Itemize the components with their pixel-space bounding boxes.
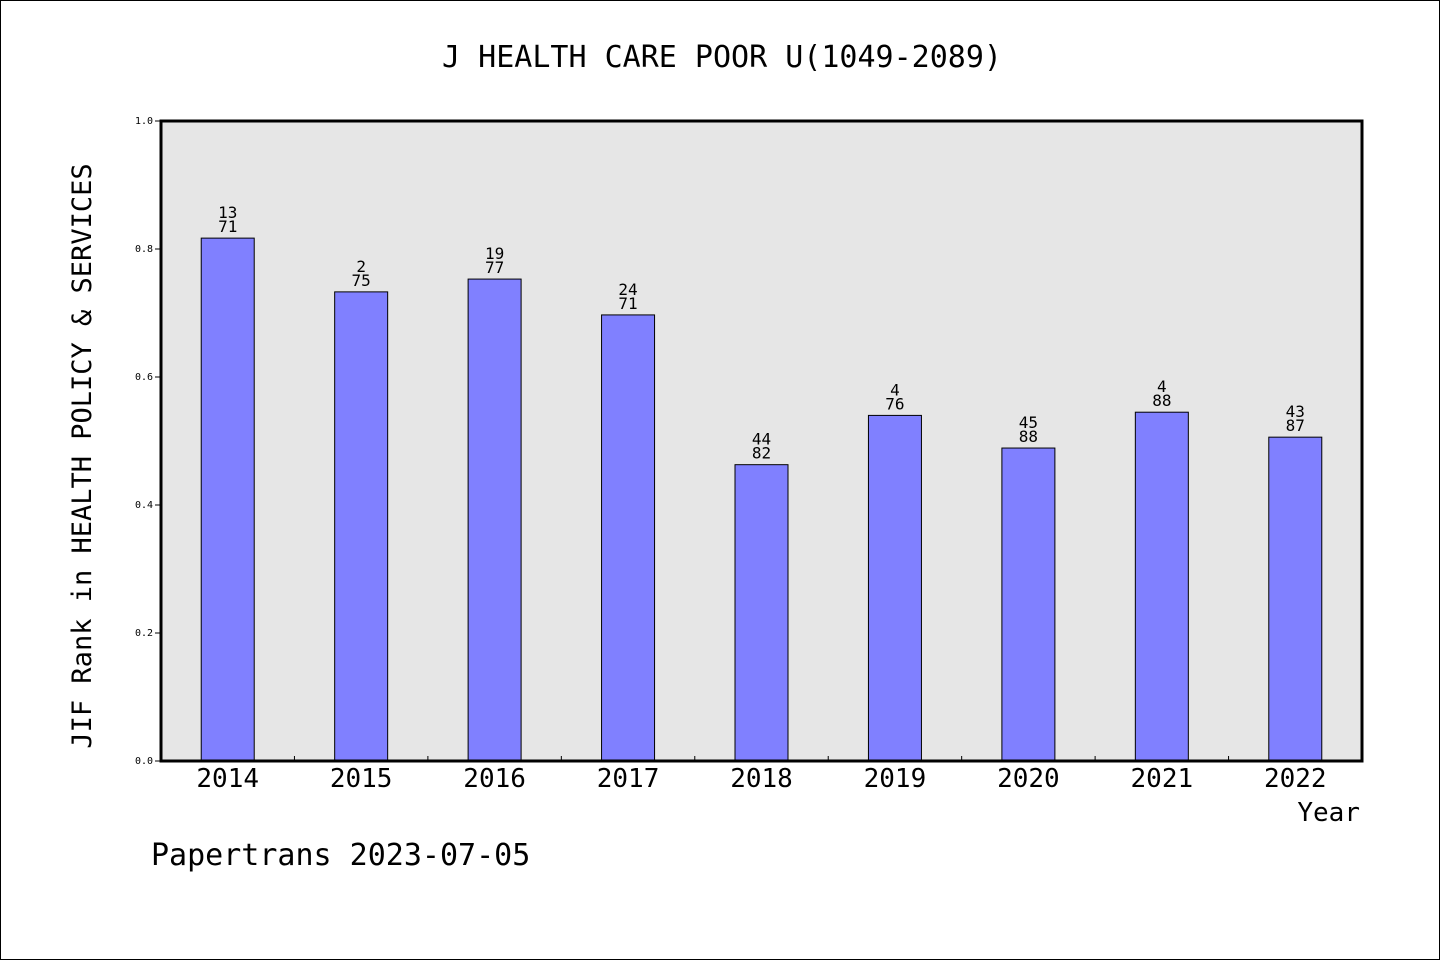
bar-label-total: 88 (1019, 427, 1038, 446)
bar-label-total: 82 (752, 444, 771, 463)
bar-label-rank: 4 (890, 380, 900, 399)
x-axis: 2014 2015 2016 2017 2018 2019 2020 2021 2022 (196, 756, 1327, 794)
footer-text: Papertrans 2023-07-05 (151, 838, 530, 873)
bar-label-rank: 4 (1157, 377, 1167, 396)
chart-title: J HEALTH CARE POOR U(1049-2089) (442, 40, 1002, 75)
x-tick-label: 2015 (330, 764, 393, 794)
plot-frame (159, 119, 1364, 763)
bar-label-total: 77 (485, 258, 504, 277)
bar (200, 237, 255, 762)
x-tick-label: 2021 (1131, 764, 1194, 794)
bar-label-total: 87 (1286, 416, 1305, 435)
x-tick-label: 2018 (730, 764, 793, 794)
bar (867, 414, 922, 762)
x-tick-label: 2022 (1264, 764, 1327, 794)
y-tick-label: 0.6 (135, 372, 153, 383)
bar (334, 291, 389, 762)
bar-label-total: 71 (218, 217, 237, 236)
bar-label-total: 75 (352, 271, 371, 290)
bar (467, 278, 522, 762)
bar-label-total: 71 (618, 294, 637, 313)
bar (1268, 436, 1323, 762)
bar-label-rank: 13 (218, 203, 237, 222)
bar-label-rank: 2 (356, 257, 366, 276)
y-axis-label: JIF Rank in HEALTH POLICY & SERVICES (67, 163, 98, 748)
x-tick-label: 2017 (597, 764, 660, 794)
y-tick-label: 0.0 (135, 756, 153, 767)
x-tick-label: 2014 (196, 764, 259, 794)
y-tick-label: 0.4 (135, 500, 153, 511)
bar-label-total: 88 (1152, 391, 1171, 410)
x-axis-label: Year (1297, 798, 1360, 828)
bar (601, 314, 656, 762)
bar (1001, 447, 1056, 762)
y-axis: 0.0 0.2 0.4 0.6 0.8 1.0 (135, 116, 161, 767)
bar-label-rank: 24 (618, 280, 637, 299)
bar (1134, 411, 1189, 762)
y-tick-label: 0.8 (135, 244, 153, 255)
bar-label-rank: 43 (1286, 402, 1305, 421)
bar (734, 464, 789, 762)
bar-label-rank: 44 (752, 430, 771, 449)
bar-label-total: 76 (885, 394, 904, 413)
y-tick-label: 0.2 (135, 628, 153, 639)
x-tick-label: 2019 (864, 764, 927, 794)
bar-label-rank: 45 (1019, 413, 1038, 432)
bar-label-rank: 19 (485, 244, 504, 263)
x-tick-label: 2016 (463, 764, 526, 794)
x-tick-label: 2020 (997, 764, 1060, 794)
y-tick-label: 1.0 (135, 116, 153, 127)
